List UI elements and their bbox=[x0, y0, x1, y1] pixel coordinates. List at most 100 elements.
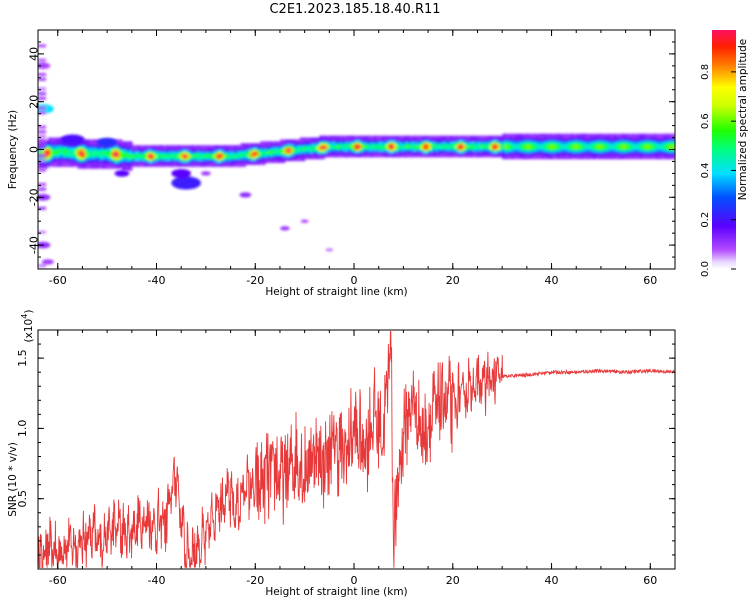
heatmap-cell bbox=[615, 141, 619, 144]
heatmap-cell bbox=[529, 150, 533, 154]
heatmap-cell bbox=[208, 158, 212, 162]
heatmap-cell bbox=[544, 133, 548, 137]
heatmap-cell bbox=[386, 139, 390, 142]
heatmap-cell bbox=[440, 145, 444, 148]
heatmap-cell bbox=[499, 145, 503, 148]
heatmap-cell bbox=[208, 156, 212, 160]
heatmap-cell bbox=[270, 154, 274, 158]
heatmap-cell bbox=[405, 139, 409, 142]
heatmap-cell bbox=[660, 141, 664, 144]
heatmap-cell bbox=[361, 135, 365, 139]
heatmap-cell bbox=[121, 160, 126, 164]
heatmap-cell bbox=[119, 160, 123, 164]
heatmap-cell bbox=[223, 164, 227, 167]
heatmap-cell bbox=[415, 143, 419, 146]
heatmap-cell bbox=[171, 145, 175, 148]
heatmap-cell bbox=[494, 141, 498, 144]
heatmap-cell bbox=[576, 141, 580, 144]
heatmap-cell bbox=[563, 139, 567, 142]
heatmap-cell bbox=[178, 154, 182, 158]
heatmap-cell bbox=[228, 149, 232, 152]
heatmap-cell bbox=[250, 152, 254, 156]
heatmap-cell bbox=[279, 154, 284, 158]
heatmap-cell bbox=[568, 137, 572, 141]
heatmap-cell bbox=[87, 156, 91, 160]
heatmap-cell bbox=[92, 162, 96, 165]
heatmap-cell bbox=[67, 145, 71, 148]
heatmap-cell bbox=[504, 152, 508, 156]
heatmap-cell bbox=[62, 154, 66, 158]
heatmap-cell bbox=[255, 150, 259, 154]
heatmap-cell bbox=[277, 149, 281, 152]
spectrogram-ytick-label: -20 bbox=[28, 188, 41, 206]
heatmap-cell bbox=[637, 156, 642, 160]
heatmap-cell bbox=[324, 143, 328, 146]
heatmap-cell bbox=[183, 154, 187, 158]
heatmap-cell bbox=[598, 137, 602, 141]
heatmap-cell bbox=[425, 152, 429, 156]
heatmap-cell bbox=[420, 154, 424, 158]
heatmap-cell bbox=[544, 139, 548, 142]
heatmap-cell bbox=[161, 162, 165, 165]
heatmap-cell bbox=[660, 156, 664, 160]
heatmap-cell bbox=[265, 147, 269, 150]
heatmap-cell bbox=[534, 147, 538, 150]
heatmap-cell bbox=[117, 145, 121, 148]
heatmap-cell bbox=[114, 158, 118, 162]
heatmap-cell bbox=[250, 156, 254, 160]
heatmap-cell bbox=[79, 166, 84, 169]
heatmap-cell bbox=[556, 152, 560, 156]
heatmap-cell bbox=[339, 145, 343, 148]
heatmap-cell bbox=[502, 147, 506, 150]
heatmap-cell bbox=[440, 143, 444, 146]
heatmap-cell bbox=[376, 149, 380, 152]
heatmap-cell bbox=[566, 145, 570, 148]
heatmap-cell bbox=[171, 158, 175, 162]
heatmap-cell bbox=[40, 164, 44, 167]
heatmap-cell bbox=[428, 137, 432, 141]
heatmap-cell bbox=[79, 162, 84, 165]
heatmap-cell bbox=[665, 143, 669, 146]
heatmap-cell bbox=[484, 135, 488, 139]
heatmap-cell bbox=[554, 135, 558, 139]
heatmap-cell bbox=[578, 154, 582, 158]
heatmap-cell bbox=[102, 166, 106, 169]
heatmap-cell bbox=[415, 152, 419, 156]
heatmap-cell bbox=[363, 150, 367, 154]
heatmap-cell bbox=[499, 147, 503, 150]
heatmap-cell bbox=[620, 143, 624, 146]
heatmap-cell bbox=[124, 164, 128, 167]
heatmap-cell bbox=[200, 145, 205, 148]
heatmap-cell bbox=[358, 147, 363, 150]
heatmap-cell bbox=[149, 152, 153, 156]
heatmap-cell bbox=[558, 156, 563, 160]
heatmap-cell bbox=[647, 137, 651, 141]
heatmap-cell bbox=[544, 154, 548, 158]
heatmap-cell bbox=[270, 160, 274, 164]
heatmap-cell bbox=[494, 145, 498, 148]
heatmap-cell bbox=[228, 162, 232, 165]
heatmap-cell bbox=[670, 139, 674, 142]
heatmap-cell bbox=[279, 141, 284, 144]
heatmap-cell bbox=[650, 150, 654, 154]
heatmap-cell bbox=[349, 152, 353, 156]
heatmap-cell bbox=[373, 145, 377, 148]
heatmap-cell bbox=[198, 145, 202, 148]
heatmap-cell bbox=[112, 160, 116, 164]
heatmap-cell bbox=[65, 158, 69, 162]
heatmap-cell bbox=[220, 160, 224, 164]
heatmap-cell bbox=[551, 149, 555, 152]
heatmap-cell bbox=[435, 139, 439, 142]
heatmap-cell bbox=[77, 152, 81, 156]
heatmap-cell bbox=[307, 154, 311, 158]
heatmap-cell bbox=[482, 154, 486, 158]
heatmap-cell bbox=[336, 143, 340, 146]
heatmap-cell bbox=[620, 156, 624, 160]
heatmap-cell bbox=[168, 145, 172, 148]
heatmap-cell bbox=[472, 152, 476, 156]
heatmap-cell bbox=[561, 154, 565, 158]
heatmap-cell bbox=[346, 147, 350, 150]
heatmap-cell bbox=[413, 147, 417, 150]
heatmap-cell bbox=[156, 145, 160, 148]
heatmap-cell bbox=[188, 160, 192, 164]
